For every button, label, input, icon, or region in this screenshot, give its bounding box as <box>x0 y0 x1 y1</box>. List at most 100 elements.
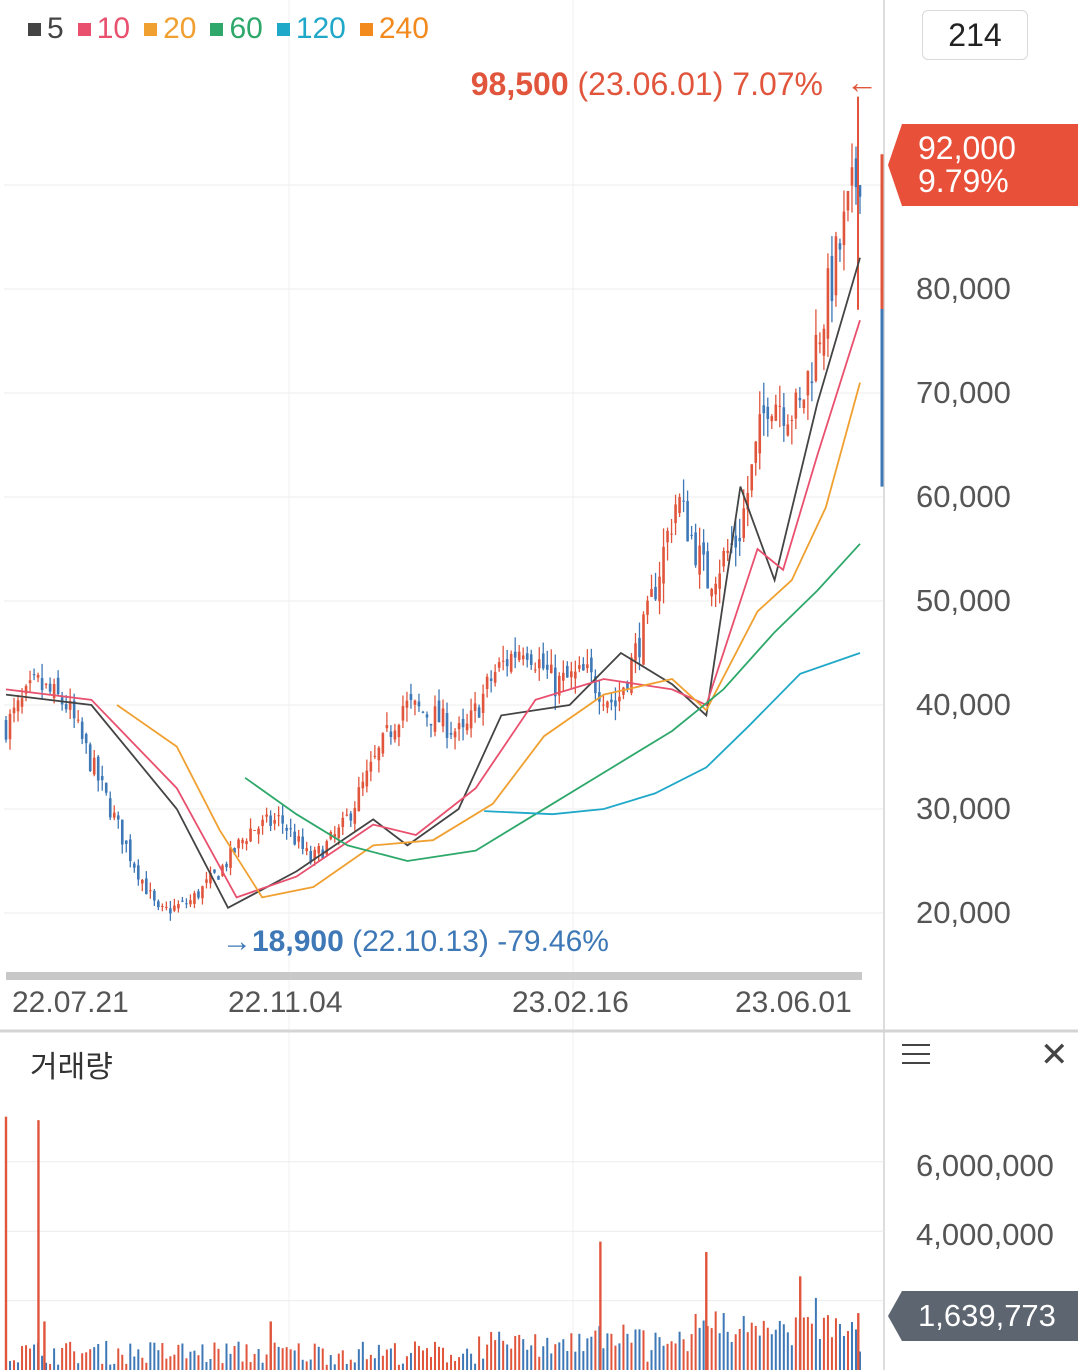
volume-bar <box>834 1318 837 1370</box>
legend-ma240[interactable]: 240 <box>359 12 429 46</box>
candle-body <box>782 407 786 426</box>
candle-body <box>457 723 461 730</box>
hamburger-menu-icon[interactable] <box>902 1044 930 1068</box>
volume-bar <box>486 1344 489 1370</box>
candle-count-box[interactable]: 214 <box>922 10 1028 60</box>
candle-body <box>161 906 164 908</box>
volume-bar <box>397 1364 400 1370</box>
x-tick-label: 23.02.16 <box>512 986 629 1019</box>
arrow-right-icon: → <box>222 925 252 958</box>
candle-body <box>549 664 553 674</box>
volume-bar <box>429 1356 432 1370</box>
candle-body <box>20 698 24 707</box>
candle-body <box>802 399 806 409</box>
volume-bar <box>842 1335 845 1370</box>
volume-bar <box>850 1322 853 1370</box>
candle-body <box>790 420 794 422</box>
candle-body <box>762 405 766 414</box>
candle-body <box>702 542 705 555</box>
volume-bar <box>77 1363 80 1370</box>
volume-bar <box>766 1327 769 1370</box>
close-icon[interactable]: ✕ <box>1040 1036 1069 1074</box>
candle-body <box>574 671 577 679</box>
legend-ma5[interactable]: 5 <box>28 12 64 46</box>
candle-body <box>64 703 68 710</box>
volume-bar <box>53 1348 56 1370</box>
legend-ma120[interactable]: 120 <box>276 12 346 46</box>
volume-bar <box>502 1340 505 1370</box>
candle-body <box>361 781 365 789</box>
volume-bar <box>193 1350 196 1370</box>
volume-bar <box>377 1344 380 1370</box>
volume-bar <box>714 1311 717 1370</box>
candle-body <box>425 714 429 718</box>
candle-body <box>333 834 337 837</box>
candle-body <box>529 654 533 665</box>
volume-bar <box>301 1359 304 1370</box>
candle-body <box>185 903 188 905</box>
candle-body <box>401 706 405 721</box>
volume-bar <box>105 1340 108 1370</box>
candle-body <box>433 706 437 732</box>
volume-bar <box>626 1333 629 1370</box>
candle-body <box>678 497 681 514</box>
candle-body <box>642 614 645 665</box>
candle-body <box>24 685 28 694</box>
candle-body <box>646 600 649 615</box>
volume-bar <box>93 1347 96 1370</box>
x-tick-label: 22.11.04 <box>228 986 343 1019</box>
volume-bar <box>742 1316 745 1370</box>
candle-body <box>249 828 252 842</box>
candle-body <box>493 672 497 683</box>
candle-body <box>233 848 236 853</box>
volume-bar <box>522 1339 525 1370</box>
candle-body <box>397 725 401 738</box>
candle-body <box>84 734 88 744</box>
y-tick-label: 80,000 <box>916 271 1011 306</box>
moving-average-line-20 <box>116 382 861 899</box>
volume-bar <box>666 1343 669 1370</box>
y-tick-label: 30,000 <box>916 791 1011 826</box>
volume-bar <box>325 1364 328 1370</box>
candle-body <box>28 680 32 684</box>
candle-body <box>798 397 802 401</box>
candle-body <box>714 583 717 595</box>
candle-body <box>626 682 629 689</box>
candle-body <box>826 268 830 339</box>
candle-body <box>814 334 818 381</box>
candle-body <box>124 840 128 844</box>
volume-bar <box>405 1356 408 1370</box>
candle-body <box>578 665 581 669</box>
volume-bar <box>317 1346 320 1370</box>
candle-body <box>68 700 72 710</box>
volume-bar <box>41 1355 44 1370</box>
candle-body <box>165 906 168 908</box>
legend-ma60[interactable]: 60 <box>210 12 263 46</box>
candle-body <box>750 464 754 491</box>
volume-bar <box>754 1326 757 1370</box>
legend-ma10[interactable]: 10 <box>77 12 130 46</box>
candle-body <box>149 890 152 892</box>
candle-body <box>537 659 541 669</box>
current-price: 92,000 <box>918 130 1016 166</box>
volume-bar <box>698 1327 701 1370</box>
moving-average-line-5 <box>5 257 861 910</box>
legend-ma20[interactable]: 20 <box>144 12 196 46</box>
candle-body <box>141 879 144 884</box>
volume-bar <box>417 1346 420 1370</box>
candle-body <box>505 659 509 667</box>
volume-bar <box>854 1329 857 1370</box>
candle-body <box>778 405 782 407</box>
volume-bar <box>413 1341 416 1370</box>
volume-bar <box>622 1324 625 1370</box>
volume-bar <box>618 1343 621 1370</box>
volume-bar <box>642 1330 645 1370</box>
volume-bar <box>774 1329 777 1370</box>
candle-body <box>658 576 661 602</box>
moving-average-line-60 <box>244 543 861 862</box>
volume-bar <box>137 1349 140 1370</box>
candle-body <box>173 905 176 911</box>
volume-bar <box>293 1350 296 1370</box>
y-tick-label: 40,000 <box>916 687 1011 722</box>
